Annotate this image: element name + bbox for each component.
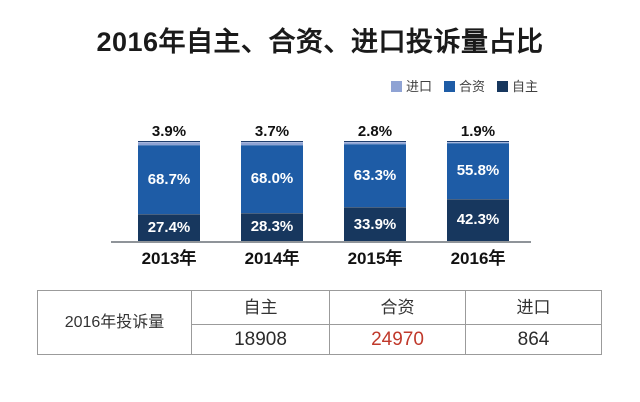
bar-segment-自主: 42.3%	[447, 198, 509, 241]
bar-segment-label: 27.4%	[147, 218, 191, 236]
bar-segment-进口	[447, 141, 509, 143]
table-value-joint: 24970	[329, 325, 465, 354]
bar-segment-合资: 68.7%	[138, 144, 200, 214]
legend-label: 进口	[406, 79, 433, 94]
legend-swatch-icon	[497, 81, 509, 92]
legend-label: 自主	[512, 79, 539, 94]
bar-group: 1.9% 55.8% 42.3%	[447, 124, 509, 241]
x-axis-line	[111, 241, 531, 243]
table-col-header-own: 自主	[191, 291, 329, 325]
x-axis-label: 2013年	[141, 249, 197, 268]
legend-item: 自主	[497, 80, 538, 93]
bar-segment-合资: 63.3%	[344, 143, 406, 208]
bar-group: 3.9% 68.7% 27.4%	[138, 124, 200, 241]
table-value-own: 18908	[191, 325, 329, 354]
bar-segment-label: 28.3%	[250, 218, 294, 236]
bar-top-label: 1.9%	[460, 123, 496, 140]
legend-swatch-icon	[444, 81, 456, 92]
x-axis-label: 2014年	[244, 249, 300, 268]
x-axis-label: 2015年	[347, 249, 403, 268]
chart-title: 2016年自主、合资、进口投诉量占比	[96, 27, 544, 57]
x-axis-label: 2016年	[450, 249, 506, 268]
stacked-bar-chart: 3.9% 68.7% 27.4% 3.7% 68.0% 28.3% 2.8% 63.3% 33.…	[138, 124, 509, 241]
bar-segment-label: 63.3%	[353, 166, 397, 184]
legend: 进口 合资 自主	[391, 79, 538, 94]
bar-segment-自主: 28.3%	[241, 212, 303, 241]
bar-segment-label: 42.3%	[456, 211, 500, 229]
bar-group: 3.7% 68.0% 28.3%	[241, 124, 303, 241]
bar-segment-label: 55.8%	[456, 162, 500, 180]
bar-segment-进口	[344, 141, 406, 144]
legend-label: 合资	[459, 79, 486, 94]
bar-group: 2.8% 63.3% 33.9%	[344, 124, 406, 241]
x-axis-labels: 2013年 2014年 2015年 2016年	[138, 250, 509, 267]
bar-segment-合资: 55.8%	[447, 142, 509, 199]
bar-segment-自主: 27.4%	[138, 213, 200, 241]
table-value-import: 864	[465, 325, 601, 354]
legend-swatch-icon	[391, 81, 402, 92]
summary-table: 2016年投诉量 自主 合资 进口 18908 24970 864	[37, 290, 602, 355]
bar-segment-label: 68.7%	[147, 170, 191, 188]
table-col-header-import: 进口	[465, 291, 601, 325]
table-row-header: 2016年投诉量	[64, 313, 165, 331]
bar-segment-进口	[138, 141, 200, 145]
bar-top-label: 3.7%	[254, 123, 290, 140]
bar-segment-label: 33.9%	[353, 215, 397, 233]
bar-segment-label: 68.0%	[250, 170, 294, 188]
bar-segment-进口	[241, 141, 303, 145]
table-col-header-joint: 合资	[329, 291, 465, 325]
legend-item: 合资	[444, 80, 485, 93]
bar-segment-自主: 33.9%	[344, 207, 406, 241]
bar-segment-合资: 68.0%	[241, 144, 303, 213]
bar-top-label: 2.8%	[357, 123, 393, 140]
bar-top-label: 3.9%	[151, 123, 187, 140]
legend-item: 进口	[391, 80, 432, 93]
